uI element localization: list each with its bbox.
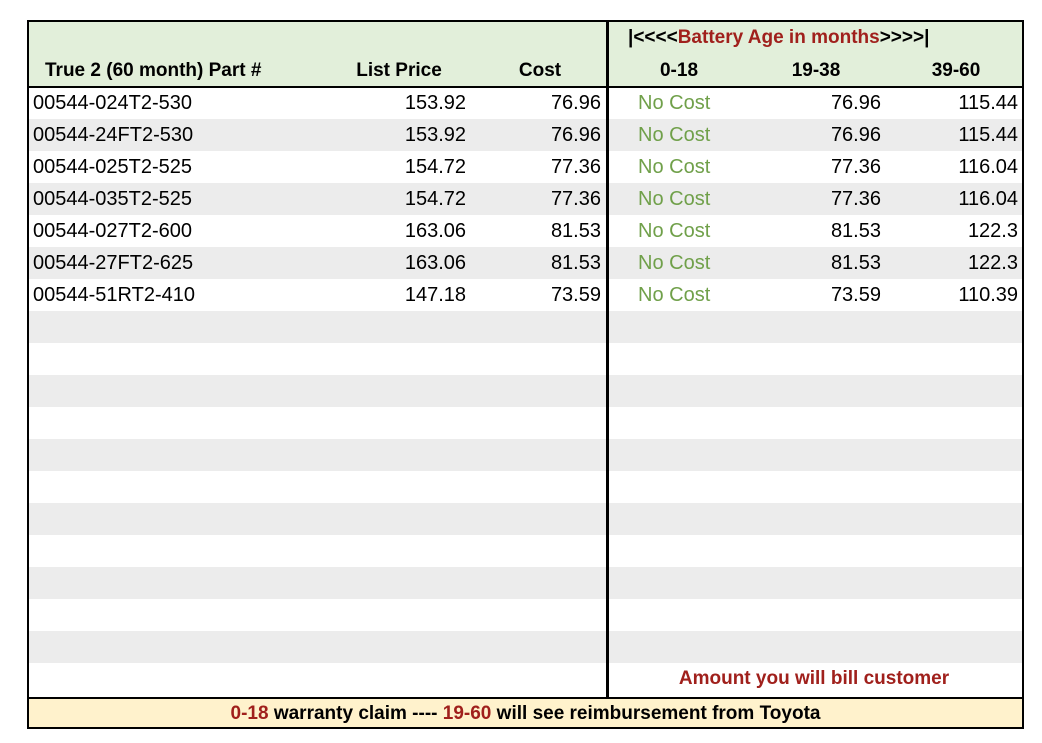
table-cell: 00544-27FT2-625 xyxy=(33,252,194,274)
table-cell: 153.92 xyxy=(404,124,466,146)
footer-segment: 19-60 xyxy=(442,703,492,724)
table-cell: 00544-24FT2-530 xyxy=(33,124,194,146)
group-highlight: Battery Age in months xyxy=(677,27,880,48)
group-title: |<<<<Battery Age in months>>>>| xyxy=(628,22,929,54)
column-header: 39-60 xyxy=(931,60,981,81)
footer-segment: 0-18 xyxy=(230,703,269,724)
table-cell: 81.53 xyxy=(830,252,881,274)
footer-text: 0-18 warranty claim ---- 19-60 will see … xyxy=(29,697,1022,731)
table-cell: 110.39 xyxy=(958,284,1018,306)
footer-segment: warranty claim ---- xyxy=(268,703,443,724)
table-cell: 77.36 xyxy=(550,156,601,178)
table-cell: 115.44 xyxy=(958,124,1018,146)
table-cell: 77.36 xyxy=(830,188,881,210)
table-cell: 116.04 xyxy=(958,156,1018,178)
table-cell: 00544-035T2-525 xyxy=(33,188,193,210)
column-divider xyxy=(606,22,609,697)
table-cell: 77.36 xyxy=(550,188,601,210)
table-cell: 00544-025T2-525 xyxy=(33,156,193,178)
row-stripe xyxy=(29,247,1022,279)
row-stripe xyxy=(29,439,1022,471)
table-cell: 73.59 xyxy=(550,284,601,306)
table-cell: 76.96 xyxy=(550,92,601,114)
table-cell: 154.72 xyxy=(404,188,466,210)
table-cell: 81.53 xyxy=(830,220,881,242)
table-cell: 00544-51RT2-410 xyxy=(33,284,195,306)
row-stripe xyxy=(29,311,1022,343)
table-cell: 00544-027T2-600 xyxy=(33,220,193,242)
table-cell: 76.96 xyxy=(550,124,601,146)
footer-segment: will see reimbursement from Toyota xyxy=(491,703,821,724)
table-cell: 116.04 xyxy=(958,188,1018,210)
table-cell: 147.18 xyxy=(404,284,466,306)
row-stripe xyxy=(29,631,1022,663)
table-cell: 115.44 xyxy=(958,92,1018,114)
table-cell: 76.96 xyxy=(830,92,881,114)
row-stripe xyxy=(29,503,1022,535)
bill-note: Amount you will bill customer xyxy=(678,668,950,689)
table-cell: 73.59 xyxy=(830,284,881,306)
column-header: Cost xyxy=(518,60,562,81)
table-cell: 122.3 xyxy=(967,252,1018,274)
table-cell: 122.3 xyxy=(967,220,1018,242)
row-stripe xyxy=(29,183,1022,215)
group-suffix: >>>>| xyxy=(879,27,930,48)
table-cell: 163.06 xyxy=(404,220,466,242)
row-stripe xyxy=(29,375,1022,407)
table-cell: 163.06 xyxy=(404,252,466,274)
table-cell: 154.72 xyxy=(404,156,466,178)
table-cell: No Cost xyxy=(638,284,711,306)
table-cell: 00544-024T2-530 xyxy=(33,92,193,114)
price-sheet: |<<<<Battery Age in months>>>>| True 2 (6… xyxy=(27,20,1024,729)
column-header: List Price xyxy=(356,60,442,81)
table-cell: No Cost xyxy=(638,124,711,146)
table-cell: No Cost xyxy=(638,156,711,178)
column-header: True 2 (60 month) Part # xyxy=(45,60,262,81)
row-stripe xyxy=(29,567,1022,599)
column-header: 19-38 xyxy=(791,60,841,81)
table-cell: 153.92 xyxy=(404,92,466,114)
table-cell: 77.36 xyxy=(830,156,881,178)
table-cell: 81.53 xyxy=(550,252,601,274)
row-stripe xyxy=(29,119,1022,151)
table-cell: 76.96 xyxy=(830,124,881,146)
column-header: 0-18 xyxy=(659,60,699,81)
table-cell: No Cost xyxy=(638,252,711,274)
table-cell: No Cost xyxy=(638,92,711,114)
footer-band xyxy=(29,697,1022,727)
table-cell: 81.53 xyxy=(550,220,601,242)
table-cell: No Cost xyxy=(638,188,711,210)
group-prefix: |<<<< xyxy=(628,27,678,48)
table-cell: No Cost xyxy=(638,220,711,242)
header-band xyxy=(29,22,1022,88)
